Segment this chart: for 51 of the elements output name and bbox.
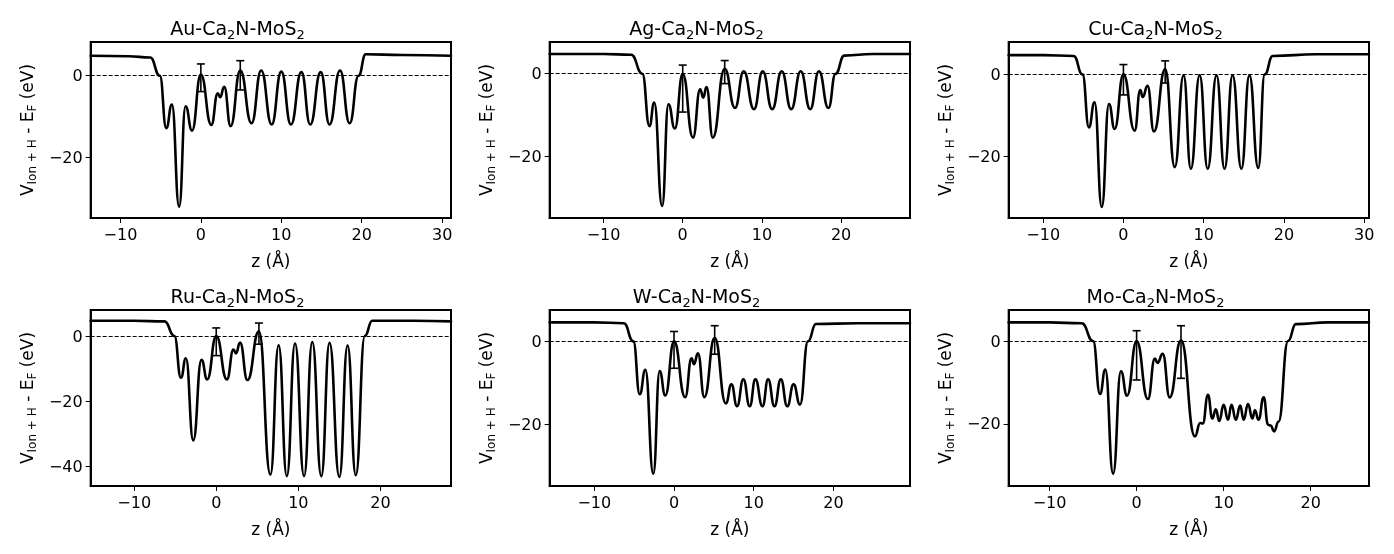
y-tick-label: 0 bbox=[72, 326, 83, 346]
x-tick-label: 0 bbox=[677, 224, 688, 244]
x-axis-title: z (Å) bbox=[710, 517, 750, 539]
y-tick-label: −40 bbox=[48, 456, 83, 476]
y-tick-label: −20 bbox=[966, 146, 1001, 166]
y-axis-title: VIon + H - EF (eV) bbox=[935, 331, 957, 465]
y-tick-label: 0 bbox=[72, 66, 83, 86]
x-axis-title: z (Å) bbox=[251, 517, 291, 539]
y-tick-label: 0 bbox=[531, 331, 542, 351]
x-tick-label: 10 bbox=[271, 224, 292, 244]
x-tick-label: 0 bbox=[195, 224, 206, 244]
x-tick-label: 20 bbox=[830, 224, 852, 244]
y-tick-label: 0 bbox=[531, 64, 542, 84]
y-axis-title: VIon + H - EF (eV) bbox=[476, 331, 498, 465]
x-tick-label: −10 bbox=[103, 224, 138, 244]
x-tick-label: 0 bbox=[1131, 492, 1142, 512]
x-axis-title: z (Å) bbox=[1169, 249, 1209, 271]
x-tick-label: 20 bbox=[351, 224, 372, 244]
x-tick-label: −10 bbox=[1032, 492, 1067, 512]
x-tick-label: 10 bbox=[288, 492, 309, 512]
y-axis-title: VIon + H - EF (eV) bbox=[935, 63, 957, 197]
y-tick-label: −20 bbox=[507, 146, 542, 166]
x-tick-label: 10 bbox=[751, 224, 773, 244]
x-axis-title: z (Å) bbox=[1169, 517, 1209, 539]
x-tick-label: 10 bbox=[1193, 224, 1214, 244]
x-tick-label: −10 bbox=[586, 224, 621, 244]
x-tick-label: 10 bbox=[743, 492, 764, 512]
x-axis-title: z (Å) bbox=[710, 249, 750, 271]
y-tick-label: −20 bbox=[48, 391, 83, 411]
y-axis-title: VIon + H - EF (eV) bbox=[17, 331, 39, 465]
y-tick-label: −20 bbox=[507, 414, 542, 434]
x-tick-label: 20 bbox=[1273, 224, 1295, 244]
x-tick-label: 0 bbox=[1118, 224, 1129, 244]
x-tick-label: 0 bbox=[211, 492, 222, 512]
y-tick-label: −20 bbox=[48, 147, 83, 167]
x-tick-label: 20 bbox=[1300, 492, 1321, 512]
y-axis-title: VIon + H - EF (eV) bbox=[476, 63, 498, 197]
x-tick-label: 20 bbox=[370, 492, 391, 512]
x-axis-title: z (Å) bbox=[251, 249, 291, 271]
x-tick-label: 30 bbox=[1354, 224, 1375, 244]
x-tick-label: −10 bbox=[1026, 224, 1061, 244]
y-tick-label: 0 bbox=[990, 331, 1001, 351]
y-tick-label: 0 bbox=[990, 64, 1001, 84]
y-tick-label: −20 bbox=[966, 414, 1001, 434]
x-tick-label: −10 bbox=[117, 492, 152, 512]
x-tick-label: −10 bbox=[577, 492, 612, 512]
x-tick-label: 30 bbox=[431, 224, 453, 244]
x-tick-label: 10 bbox=[1213, 492, 1234, 512]
x-tick-label: 0 bbox=[668, 492, 680, 512]
y-axis-title: VIon + H - EF (eV) bbox=[17, 63, 39, 197]
x-tick-label: 20 bbox=[823, 492, 844, 512]
